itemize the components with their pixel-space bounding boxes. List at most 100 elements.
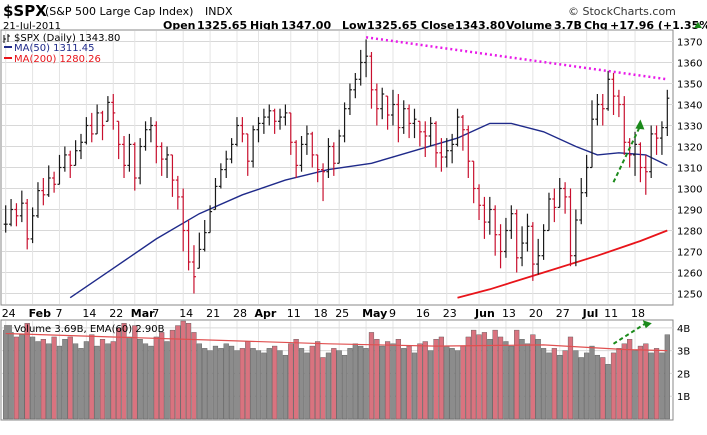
price-bar	[154, 121, 159, 164]
price-bar	[390, 89, 395, 126]
volume-value: 3.7B	[554, 19, 582, 32]
price-bar	[482, 196, 487, 239]
price-bar	[616, 89, 621, 118]
date-tick-label: Apr	[255, 307, 277, 320]
volume-bar	[524, 343, 531, 420]
price-bar	[105, 96, 110, 122]
volume-bar	[116, 327, 122, 420]
price-tick-label: 1310	[677, 164, 702, 175]
price-bar	[439, 138, 444, 172]
price-bar	[654, 125, 659, 155]
volume-bar	[67, 336, 73, 420]
price-bar	[466, 125, 471, 178]
date-tick-label: Feb	[29, 307, 52, 320]
volume-bar	[460, 345, 466, 420]
volume-bar	[51, 336, 57, 420]
price-bar	[283, 104, 288, 126]
price-bar	[68, 150, 73, 178]
volume-bar	[191, 332, 197, 420]
volume-bar	[567, 336, 574, 420]
price-bar	[396, 94, 401, 143]
volume-bar	[358, 345, 364, 420]
volume-bar	[363, 348, 369, 420]
symbol-title: $SPX	[3, 2, 47, 20]
quote-date: 21-Jul-2011	[3, 21, 61, 32]
volume-bar	[352, 343, 358, 420]
volume-bar	[250, 348, 256, 420]
volume-bar	[401, 348, 407, 420]
price-bar	[649, 125, 654, 178]
price-bar	[245, 133, 250, 176]
volume-bar	[637, 345, 644, 420]
volume-bar	[126, 336, 132, 420]
ema60-line	[5, 332, 668, 352]
price-bar	[385, 95, 390, 130]
legend-price: $SPX (Daily) 1343.80	[14, 33, 120, 44]
price-grid	[2, 31, 673, 304]
annotations	[365, 36, 668, 183]
date-tick-label: 14	[82, 307, 96, 320]
price-bar	[186, 220, 191, 271]
volume-bar	[304, 352, 310, 420]
price-bar	[46, 165, 51, 197]
volume-annotation	[612, 320, 652, 345]
price-bar	[197, 232, 202, 269]
price-bar	[95, 104, 100, 135]
volume-bar	[664, 334, 670, 420]
volume-bar	[422, 341, 428, 420]
price-bar	[224, 150, 229, 178]
volume-bar	[594, 354, 600, 420]
price-bar	[278, 108, 283, 130]
price-tick-label: 1320	[677, 143, 702, 154]
date-tick-label: May	[362, 307, 387, 320]
volume-bar	[94, 345, 100, 420]
price-bar	[659, 121, 664, 155]
price-bar	[428, 117, 433, 147]
volume-bar	[535, 339, 541, 420]
high-value: 1347.00	[281, 19, 331, 32]
volume-bar	[578, 357, 584, 420]
volume-bar	[212, 345, 219, 420]
price-bar	[256, 117, 261, 143]
price-bar	[181, 188, 186, 252]
volume-bar	[132, 325, 138, 420]
price-bar	[143, 121, 148, 151]
volume-bar	[390, 343, 396, 420]
volume-label: Volume	[506, 19, 552, 32]
volume-bar	[110, 341, 116, 420]
price-bar	[19, 190, 24, 223]
price-bar	[573, 209, 578, 267]
price-bar	[288, 112, 293, 155]
date-tick-label: 23	[443, 307, 457, 320]
volume-bar	[519, 339, 525, 420]
price-bar	[541, 224, 546, 260]
volume-bar	[653, 348, 660, 420]
volume-bar	[99, 339, 106, 420]
price-bar	[191, 245, 196, 294]
price-bar	[498, 224, 503, 269]
price-bar	[353, 73, 358, 99]
volume-bar	[627, 339, 633, 420]
volume-bar	[465, 336, 471, 420]
price-bar	[78, 133, 83, 160]
volume-bar	[476, 334, 482, 420]
price-bar	[315, 154, 320, 183]
legend-volume: Volume 3.69B, EMA(60) 2.90B	[14, 324, 165, 335]
price-bar	[600, 94, 605, 126]
price-bar	[272, 108, 277, 134]
exchange-label: INDX	[205, 5, 233, 18]
volume-tick-label: 1B	[677, 392, 690, 403]
volume-bar	[105, 343, 111, 420]
volume-bar	[449, 348, 455, 420]
legend-ma50: MA(50) 1311.45	[14, 43, 95, 54]
chg-value: +17.96 (+1.35%)	[610, 19, 707, 32]
price-tick-label: 1280	[677, 227, 702, 238]
watermark: © StockCharts.com	[568, 5, 676, 18]
volume-bar	[298, 348, 305, 420]
price-arrow-line	[612, 125, 642, 183]
price-bar	[35, 182, 40, 218]
price-bar	[417, 120, 422, 147]
price-bar	[477, 184, 482, 220]
volume-bar	[541, 348, 547, 420]
